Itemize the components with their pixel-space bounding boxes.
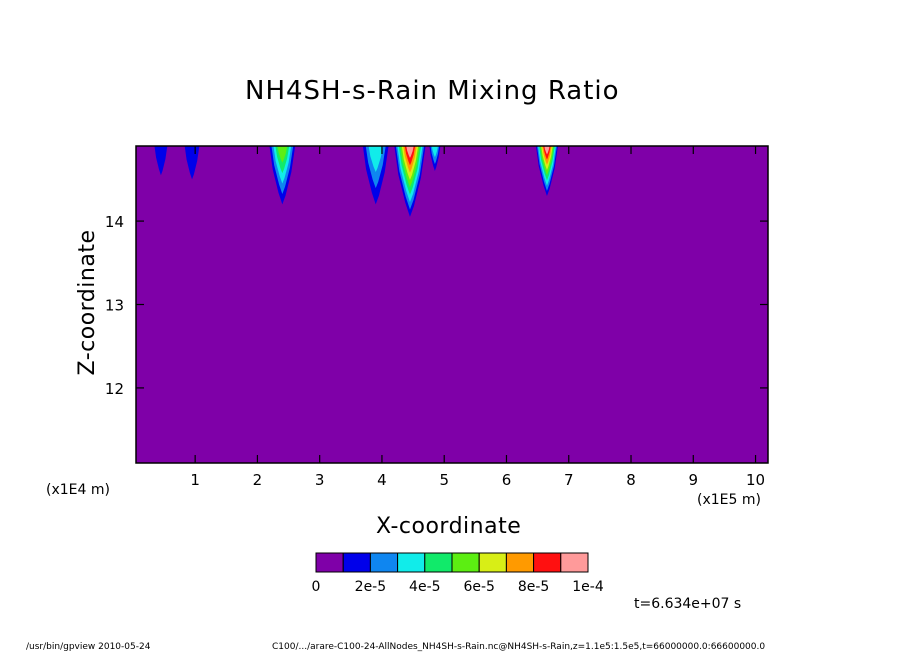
time-label: t=6.634e+07 s <box>634 596 742 612</box>
x-tick-label: 5 <box>439 471 449 489</box>
colorbar-label: 0 <box>312 579 321 595</box>
colorbar-label: 8e-5 <box>518 579 549 595</box>
x-tick-label: 1 <box>190 471 200 489</box>
colorbar-cell <box>560 552 589 573</box>
y-tick-label: 12 <box>105 380 124 398</box>
contour-fill <box>184 146 200 180</box>
colorbar-label: 1e-4 <box>572 579 604 595</box>
x-scale-left: (x1E4 m) <box>46 482 110 498</box>
x-scale-right: (x1E5 m) <box>697 492 761 508</box>
contour-fill <box>431 146 438 158</box>
colorbar-label: 4e-5 <box>409 579 440 595</box>
footer-right: C100/.../arare-C100-24-AllNodes_NH4SH-s-… <box>272 642 766 652</box>
contour-fill <box>544 146 550 155</box>
colorbar-label: 2e-5 <box>355 579 386 595</box>
colorbar-cell <box>533 552 562 573</box>
colorbar-cell <box>315 552 344 573</box>
x-tick-label: 9 <box>689 471 699 489</box>
y-axis-label: Z-coordinate <box>75 229 100 376</box>
y-tick-label: 14 <box>105 213 124 231</box>
chart-title: NH4SH-s-Rain Mixing Ratio <box>245 76 620 106</box>
contour-features <box>154 146 558 217</box>
contour-fill <box>154 146 168 176</box>
colorbar-cell <box>424 552 453 573</box>
colorbar-cell <box>478 552 507 573</box>
colorbar-cell <box>342 552 371 573</box>
contour-fill <box>277 146 288 163</box>
contour-fill <box>406 146 414 158</box>
x-ticks: 1 2 3 4 5 6 7 8 9 10 <box>190 146 765 489</box>
x-tick-label: 10 <box>746 471 765 489</box>
colorbar-cell <box>369 552 399 573</box>
x-tick-label: 8 <box>626 471 636 489</box>
colorbar: 0 2e-5 4e-5 6e-5 8e-5 1e-4 <box>312 552 604 595</box>
y-ticks: 12 13 14 <box>105 213 768 398</box>
y-tick-label: 13 <box>105 297 124 315</box>
x-tick-label: 4 <box>377 471 387 489</box>
colorbar-label: 6e-5 <box>463 579 494 595</box>
x-tick-label: 2 <box>253 471 263 489</box>
x-axis-label: X-coordinate <box>376 514 522 539</box>
x-tick-label: 6 <box>502 471 512 489</box>
colorbar-cell <box>397 552 426 573</box>
contour-fill <box>368 146 383 172</box>
x-tick-label: 7 <box>564 471 574 489</box>
colorbar-cell <box>505 552 535 573</box>
plot-background <box>136 146 768 463</box>
footer-left: /usr/bin/gpview 2010-05-24 <box>26 642 151 652</box>
colorbar-cell <box>451 552 480 573</box>
x-tick-label: 3 <box>315 471 325 489</box>
